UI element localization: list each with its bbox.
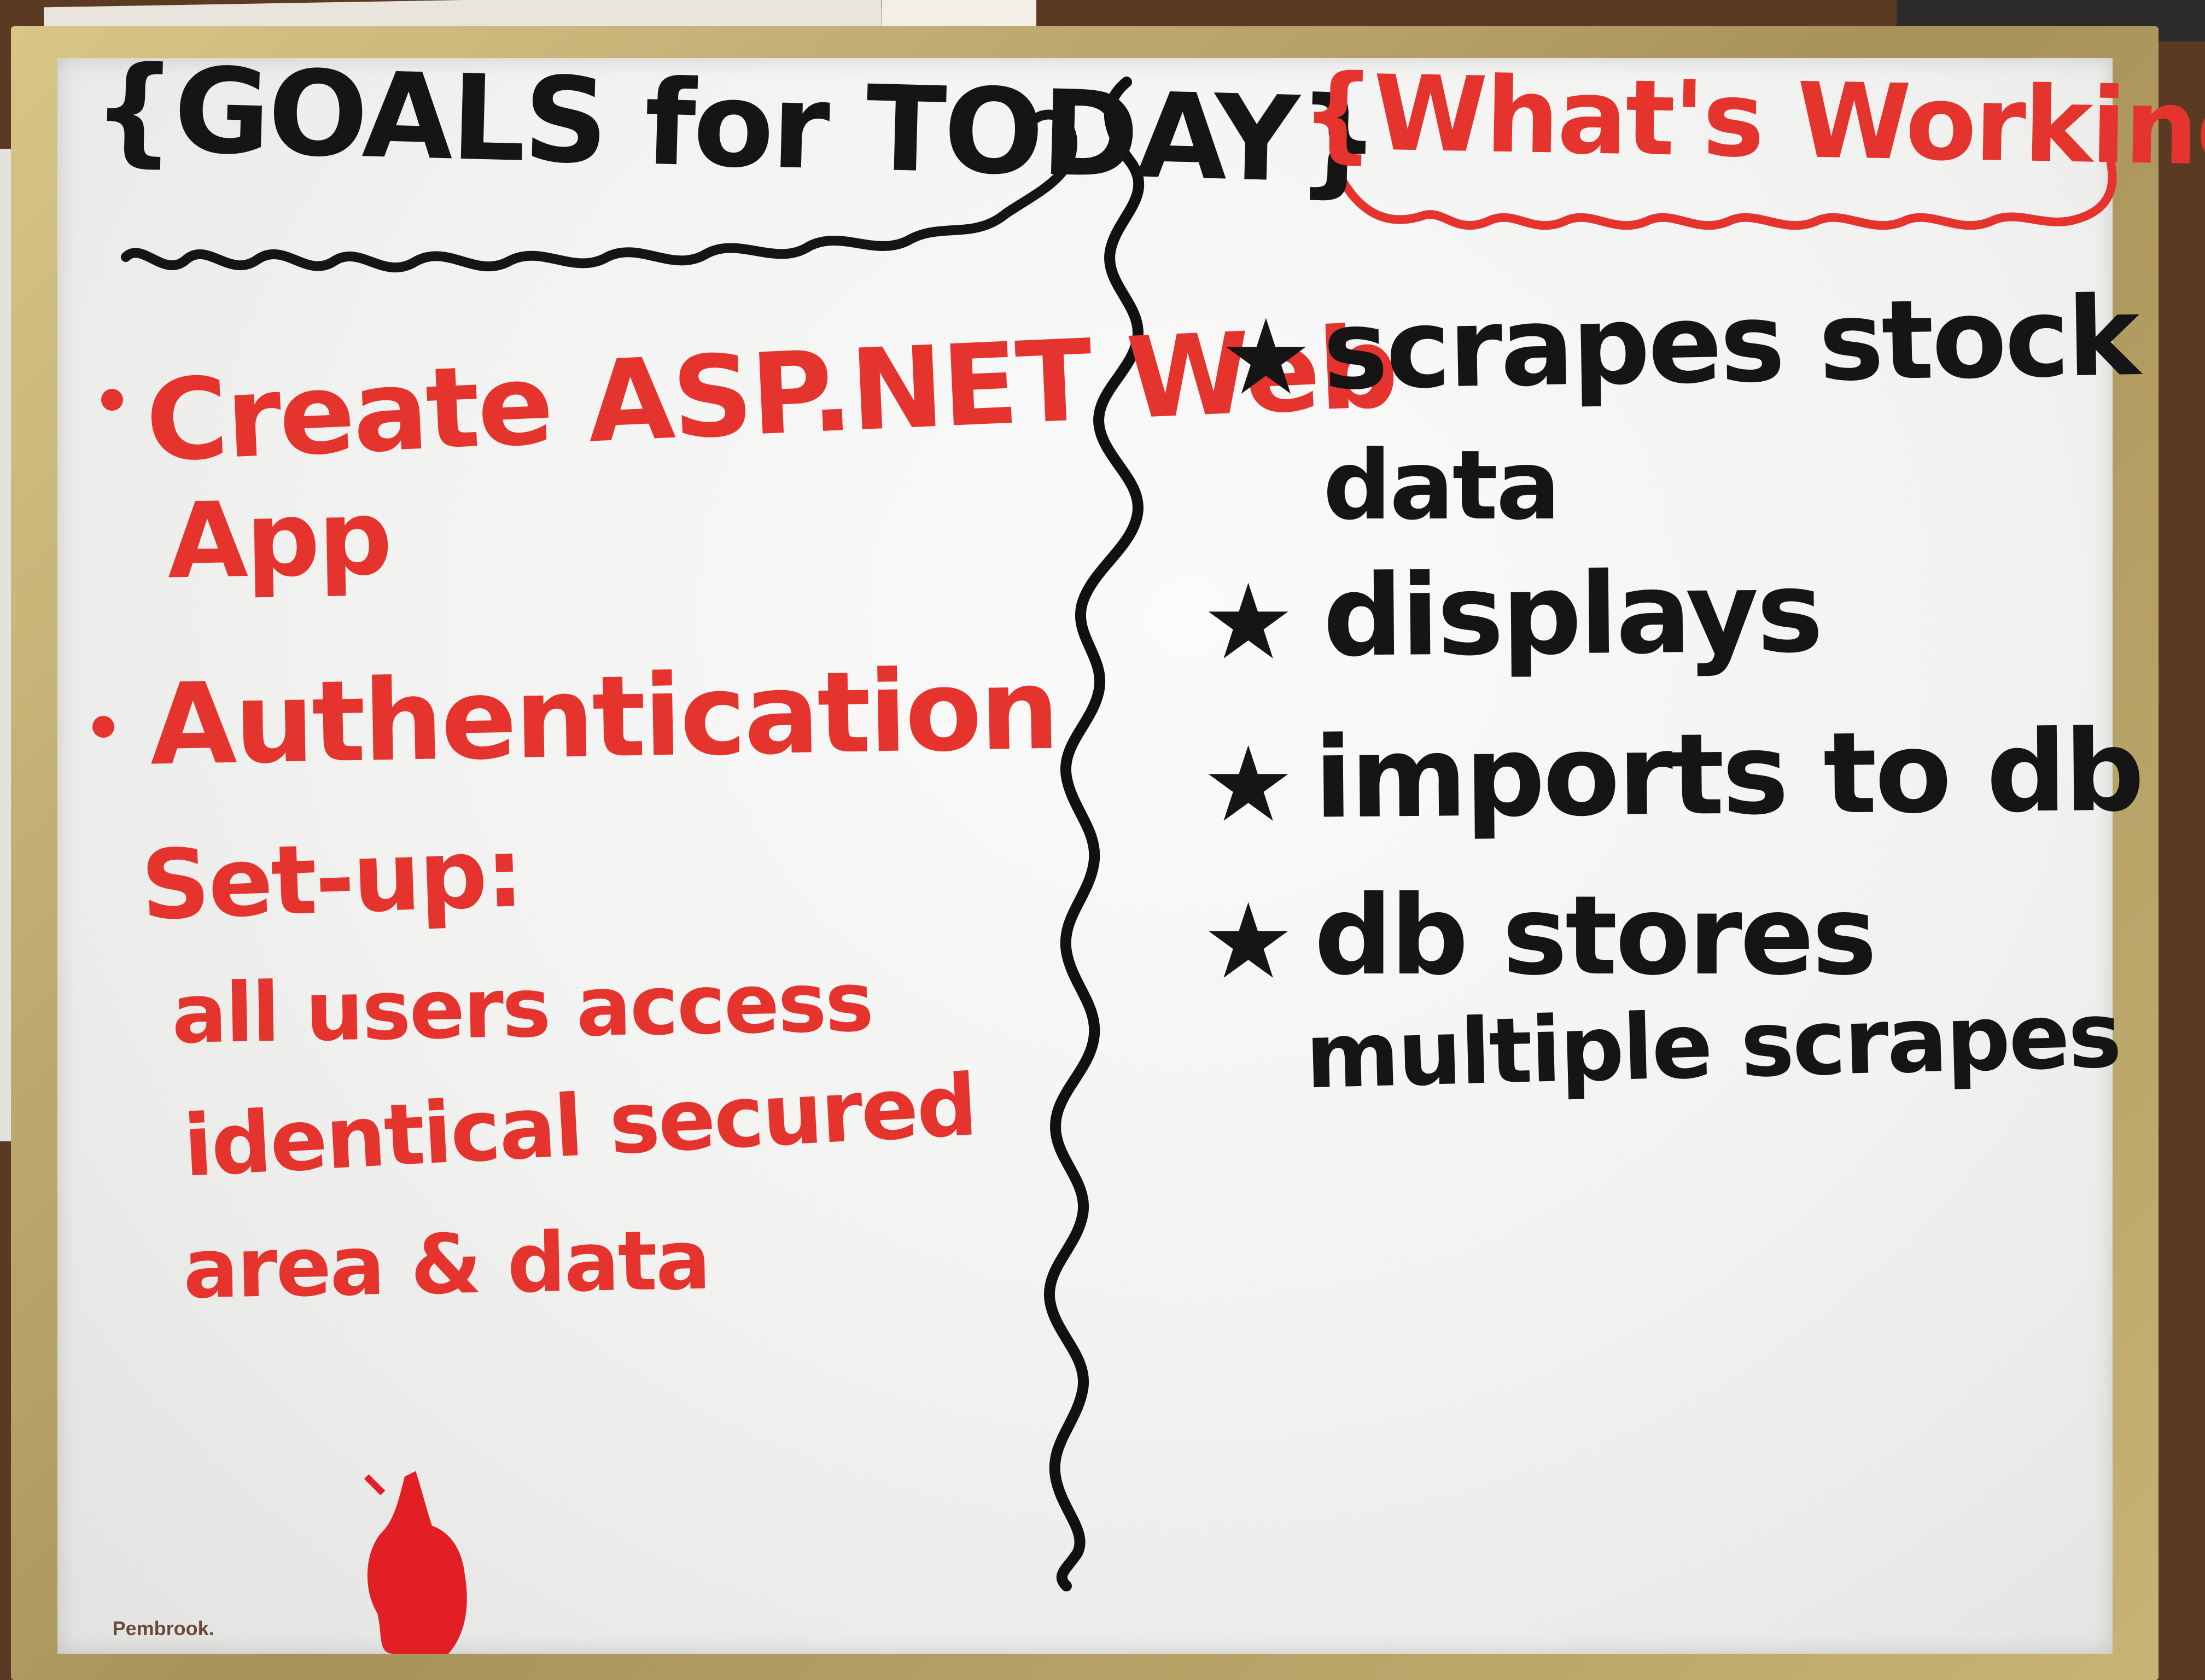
star-icon: ★: [1201, 880, 1295, 1002]
star-icon: ★: [1201, 724, 1295, 845]
right-title-cloud-underline: [1330, 160, 2117, 230]
working-item-1-cont: data: [1323, 430, 1561, 542]
working-item-3: imports to db: [1314, 706, 2143, 844]
star-icon: ★: [1201, 562, 1295, 683]
goal-item-2: Authentication: [149, 644, 1059, 791]
goal-item-2-detail-3: area & data: [182, 1212, 710, 1317]
red-marker-smudge: [367, 1471, 467, 1654]
star-icon: ★: [1219, 297, 1313, 418]
working-item-4-cont: multiple scrapes: [1304, 982, 2121, 1109]
working-item-4: db stores: [1314, 872, 1877, 1000]
working-item-2: displays: [1322, 547, 1822, 682]
whats-working-title: {What's Working}: [1300, 51, 2205, 191]
goal-item-2-detail-1: all users access: [171, 954, 873, 1063]
bullet-dot-icon: [92, 716, 115, 738]
goals-title: {GOALS for TODAY}: [91, 39, 1380, 211]
goal-item-2-cont: Set-up:: [139, 817, 524, 942]
board-brand-label: Pembrook.: [112, 1617, 214, 1640]
working-item-1: scrapes stock: [1322, 273, 2139, 415]
left-title-cloud-underline: [121, 109, 1077, 273]
goal-item-1-cont: App: [166, 477, 392, 602]
wavy-divider-line: [1043, 77, 1145, 1591]
bullet-dot-icon: [101, 388, 124, 411]
red-marker-tick: [364, 1474, 386, 1496]
